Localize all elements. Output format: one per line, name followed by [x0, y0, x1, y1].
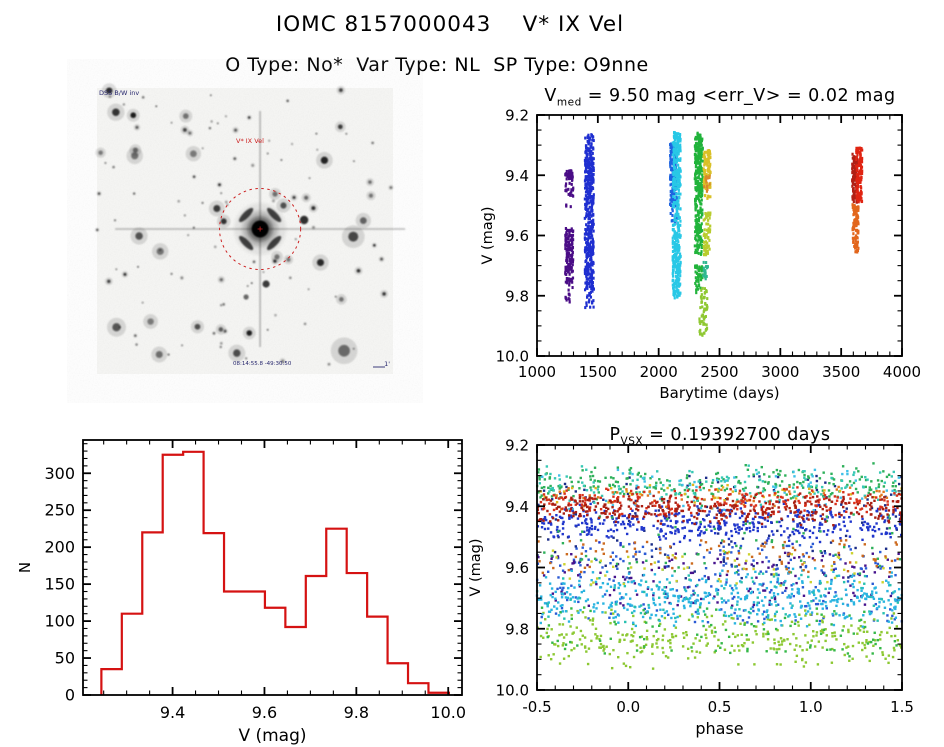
finding-chart-image	[94, 83, 406, 374]
svg-text:300: 300	[44, 464, 75, 483]
svg-text:9.8: 9.8	[505, 287, 529, 305]
svg-text:N: N	[16, 562, 34, 573]
barytime-plot: 1000 1500 2000 2500 3000 3500 4000 9.2 9.4 9.6 9.8…	[480, 107, 921, 403]
svg-text:9.2: 9.2	[505, 107, 529, 125]
period-symbol: P	[609, 425, 621, 445]
svg-text:150: 150	[44, 575, 75, 594]
svg-text:10.0: 10.0	[430, 703, 466, 722]
finding-chart-panel: DSS B/W inv V* IX Vel 08:14:55.8 -49:30:…	[94, 83, 406, 374]
svg-text:V (mag): V (mag)	[480, 206, 496, 264]
svg-text:3500: 3500	[822, 363, 860, 381]
svg-text:10.0: 10.0	[496, 348, 529, 366]
svg-text:9.4: 9.4	[505, 167, 529, 185]
page-subtitle: O Type: No* Var Type: NL SP Type: O9nne	[225, 54, 649, 76]
vmed-symbol: V	[544, 86, 557, 106]
finding-chart-scale-label: 1'	[384, 360, 390, 368]
svg-text:100: 100	[44, 612, 75, 631]
svg-text:2500: 2500	[700, 363, 738, 381]
svg-text:Barytime (days): Barytime (days)	[659, 384, 779, 402]
svg-text:9.4: 9.4	[160, 703, 185, 722]
svg-text:V (mag): V (mag)	[238, 726, 306, 746]
barytime-plot-title: Vmed = 9.50 mag <err_V> = 0.02 mag	[480, 86, 944, 109]
star-name-label: V* IX Vel	[236, 137, 264, 145]
svg-text:2000: 2000	[640, 363, 678, 381]
page-title: IOMC 8157000043 V* IX Vel	[275, 12, 625, 37]
svg-text:3000: 3000	[761, 363, 799, 381]
svg-text:0: 0	[65, 686, 75, 705]
svg-text:9.6: 9.6	[252, 703, 277, 722]
svg-text:9.8: 9.8	[344, 703, 369, 722]
svg-text:50: 50	[55, 649, 75, 668]
vmed-subscript: med	[556, 96, 582, 109]
svg-text:1500: 1500	[579, 363, 617, 381]
svg-text:200: 200	[44, 538, 75, 557]
svg-text:250: 250	[44, 501, 75, 520]
magnitude-histogram-plot: 9.4 9.6 9.8 10.0 0 50 100 150 200 250 300 V (mag) N	[16, 439, 466, 746]
finding-chart-coords-label: 08:14:55.8 -49:30:50	[233, 361, 292, 367]
finding-chart-survey-label: DSS B/W inv	[99, 89, 140, 97]
svg-text:9.6: 9.6	[505, 227, 529, 245]
period-value-text: = 0.19392700 days	[643, 425, 831, 445]
svg-text:1000: 1000	[518, 363, 556, 381]
vmed-value-text: = 9.50 mag <err_V> = 0.02 mag	[581, 86, 896, 106]
svg-text:4000: 4000	[883, 363, 921, 381]
